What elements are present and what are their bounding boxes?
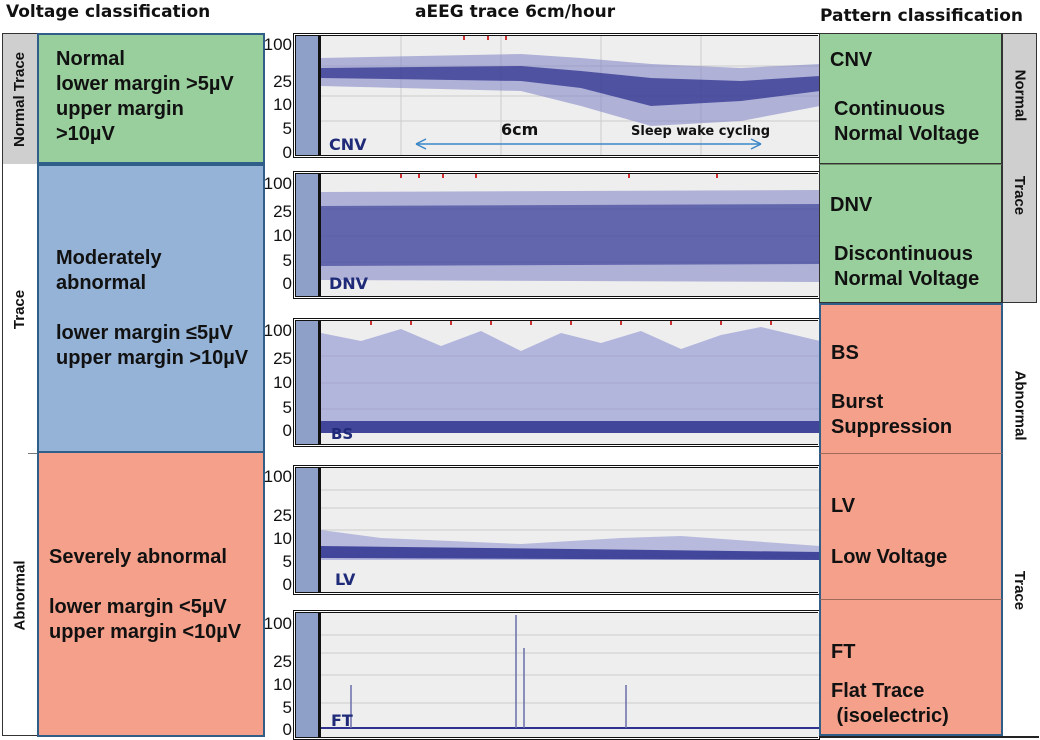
scale-label-6cm: 6cm <box>501 120 539 139</box>
pattern-bs: BS Burst Suppression <box>819 303 1003 453</box>
right-label-normal: Normal <box>1011 69 1028 121</box>
plot-area: BS <box>318 321 820 444</box>
divider <box>28 453 40 454</box>
trace-panel-ft: FT <box>293 610 820 740</box>
pattern-tag-lv: LV <box>335 570 356 589</box>
trace-panel-dnv: DNV <box>293 171 820 299</box>
sleep-wake-cycling-label: Sleep wake cycling <box>631 124 771 139</box>
scale-strip <box>296 36 318 155</box>
pattern-dnv: DNV Discontinuous Normal Voltage <box>819 164 1002 303</box>
right-label-trace-2: Trace <box>1011 570 1029 610</box>
trace-header: aEEG trace 6cm/hour <box>415 2 616 22</box>
trace-panel-bs: BS <box>293 318 820 447</box>
plot-area: DNV <box>318 174 820 296</box>
pattern-tag-dnv: DNV <box>329 274 369 293</box>
left-label-trace: Trace <box>11 289 29 329</box>
voltage-class-normal: Normal lower margin >5µV upper margin >1… <box>37 33 265 164</box>
pattern-classification-header: Pattern classification <box>820 6 1023 26</box>
pattern-tag-bs: BS <box>331 425 354 443</box>
pattern-lv: LV Low Voltage <box>819 453 1003 599</box>
right-label-abnormal: Abnormal <box>1011 369 1029 441</box>
bottom-rule <box>819 736 1039 738</box>
plot-area: LV <box>318 468 820 592</box>
scale-strip <box>296 613 318 737</box>
pattern-tag-cnv: CNV <box>329 135 367 154</box>
left-label-normal-trace: Normal Trace <box>3 34 37 164</box>
trace-panel-lv: LV <box>293 465 820 595</box>
scale-strip <box>296 321 318 444</box>
trace-panel-cnv: CNV 6cm Sleep wake cycling <box>293 33 820 158</box>
voltage-class-moderately-abnormal: Moderately abnormal lower margin ≤5µV up… <box>37 164 265 454</box>
pattern-tag-ft: FT <box>331 711 353 730</box>
left-frame <box>2 33 38 736</box>
pattern-cnv: CNV Continuous Normal Voltage <box>819 33 1002 164</box>
left-label-abnormal: Abnormal <box>11 559 29 631</box>
voltage-classification-header: Voltage classification <box>6 2 211 22</box>
right-label-trace-1: Trace <box>1011 175 1029 215</box>
scale-strip <box>296 174 318 296</box>
plot-area: FT <box>318 613 820 737</box>
right-normal-trace-band <box>1002 33 1037 303</box>
scale-strip <box>296 468 318 592</box>
plot-area: CNV 6cm Sleep wake cycling <box>318 36 820 155</box>
pattern-ft: FT Flat Trace (isoelectric) <box>819 599 1003 736</box>
voltage-class-severely-abnormal: Severely abnormal lower margin <5µV uppe… <box>37 451 265 737</box>
